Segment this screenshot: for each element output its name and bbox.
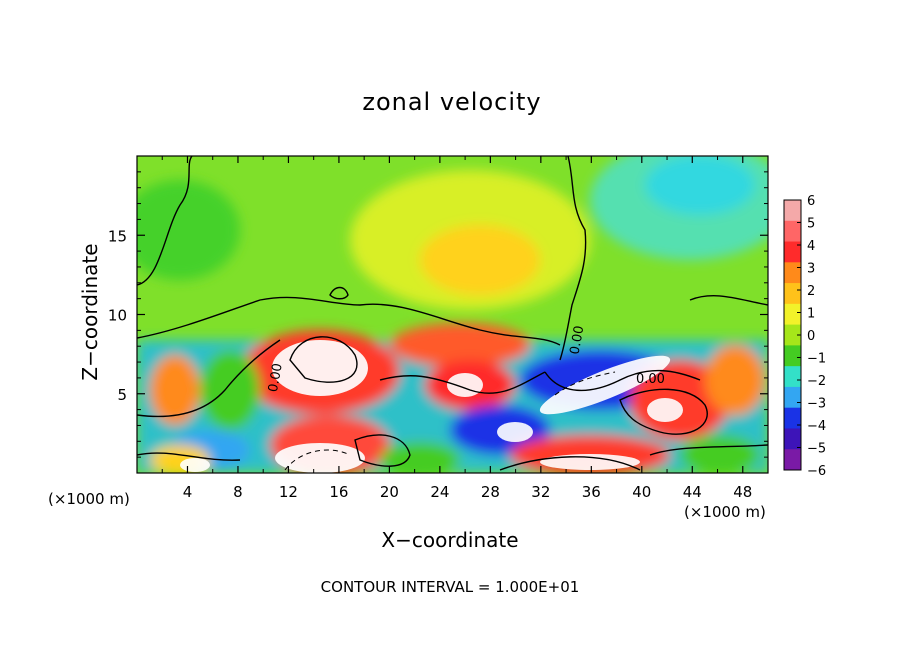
x-tick-label: 16 — [329, 483, 348, 501]
x-axis: 4 8 12 16 20 24 28 32 36 40 44 48 — [161, 156, 752, 501]
y-tick-label: 5 — [117, 386, 127, 404]
y-tick-label: 10 — [108, 307, 127, 325]
x-tick-label: 20 — [380, 483, 399, 501]
colorbar-swatch — [784, 324, 801, 346]
colorbar-label: −4 — [807, 419, 826, 434]
x-tick-label: 28 — [481, 483, 500, 501]
x-tick-label: 48 — [733, 483, 752, 501]
x-tick-label: 32 — [531, 483, 550, 501]
x-tick-label: 44 — [683, 483, 702, 501]
chart-title: zonal velocity — [362, 88, 542, 116]
colorbar-swatch — [784, 283, 801, 305]
colorbar-label: −6 — [807, 464, 826, 479]
x-tick-label: 4 — [183, 483, 193, 501]
x-axis-label: X−coordinate — [381, 528, 519, 552]
colorbar-label: −1 — [807, 352, 826, 367]
colorbar-label: 0 — [807, 329, 815, 344]
x-tick-label: 8 — [233, 483, 243, 501]
colorbar-label: 4 — [807, 239, 815, 254]
x-unit-label-right: (×1000 m) — [684, 503, 766, 521]
contour-lines — [137, 156, 768, 471]
x-tick-label: 36 — [582, 483, 601, 501]
colorbar-swatch — [784, 407, 801, 429]
colorbar-swatch — [784, 449, 801, 471]
colorbar: 6 5 4 3 2 1 0 −1 −2 −3 −4 −5 −6 — [783, 194, 826, 479]
colorbar-swatch — [784, 241, 801, 263]
colorbar-swatch — [784, 366, 801, 388]
colorbar-swatch — [784, 220, 801, 243]
colorbar-swatch — [784, 303, 801, 326]
colorbar-swatch — [784, 200, 801, 222]
y-axis: 5 10 15 — [108, 171, 768, 458]
y-tick-label: 15 — [108, 227, 127, 245]
colorbar-label: −5 — [807, 442, 826, 457]
contour-label: 0.00 — [636, 372, 665, 387]
colorbar-label: −3 — [807, 397, 826, 412]
colorbar-label: 5 — [807, 217, 815, 232]
contour-interval-note: CONTOUR INTERVAL = 1.000E+01 — [320, 578, 580, 596]
contour-label: 0.00 — [568, 325, 588, 356]
colorbar-label: 3 — [807, 262, 815, 277]
x-tick-label: 24 — [430, 483, 449, 501]
colorbar-label: −2 — [807, 374, 826, 389]
negative-contour-lines — [284, 371, 616, 471]
colorbar-label: 2 — [807, 284, 815, 299]
x-unit-label-left: (×1000 m) — [48, 490, 130, 508]
heatmap-field — [137, 156, 768, 473]
colorbar-label: 1 — [807, 307, 815, 322]
colorbar-swatch — [784, 262, 801, 284]
colorbar-label: 6 — [807, 194, 815, 209]
colorbar-swatch — [784, 428, 801, 450]
contour-label: 0.00 — [266, 362, 286, 393]
x-tick-label: 12 — [279, 483, 298, 501]
colorbar-swatch — [784, 345, 801, 367]
colorbar-swatch — [784, 386, 801, 409]
x-tick-label: 40 — [632, 483, 651, 501]
